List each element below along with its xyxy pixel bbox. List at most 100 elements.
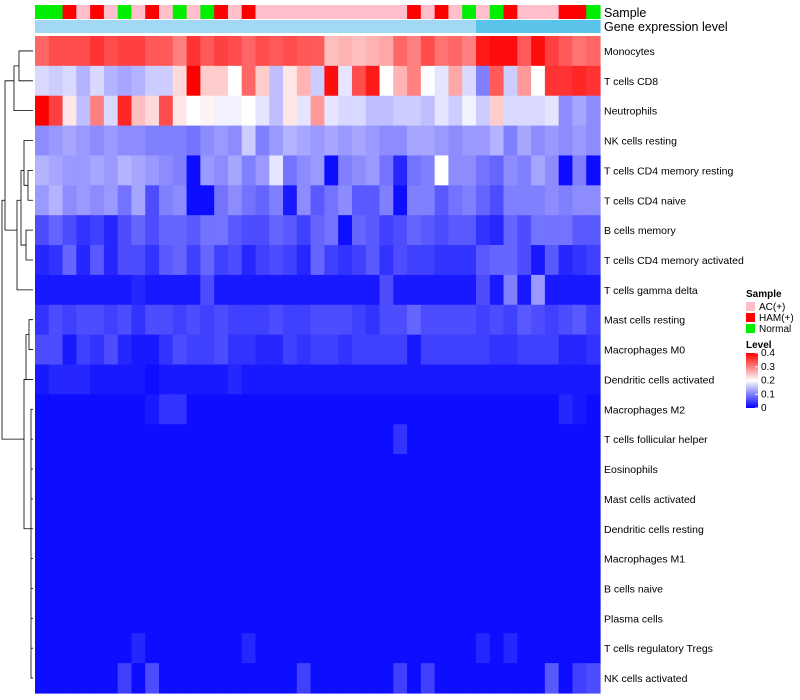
heatmap-cell bbox=[159, 95, 174, 127]
heatmap-cell bbox=[310, 663, 325, 694]
dendrogram-branch bbox=[30, 408, 33, 679]
heatmap-cell bbox=[255, 603, 270, 634]
heatmap-cell bbox=[338, 663, 353, 694]
sample-annotation-cell bbox=[586, 5, 601, 19]
heatmap-cell bbox=[214, 155, 229, 186]
heatmap-cell bbox=[200, 334, 215, 366]
heatmap-cell bbox=[393, 65, 408, 97]
heatmap-cell bbox=[338, 633, 353, 664]
heatmap-cell bbox=[269, 95, 284, 127]
heatmap-cell bbox=[227, 125, 243, 157]
heatmap-cell bbox=[351, 125, 367, 157]
heatmap-cell bbox=[544, 304, 560, 336]
heatmap-cell bbox=[310, 215, 325, 246]
heatmap-cell bbox=[62, 185, 77, 216]
heatmap-cell bbox=[131, 394, 146, 425]
heatmap-cell bbox=[420, 125, 436, 157]
heatmap-cell bbox=[90, 185, 105, 216]
sample-legend: Sample AC(+) HAM(+) Normal bbox=[746, 289, 794, 335]
heatmap-cell bbox=[393, 394, 408, 425]
heatmap-cell bbox=[544, 95, 560, 127]
heatmap-cell bbox=[255, 215, 270, 246]
heatmap-cell bbox=[365, 125, 381, 157]
gene-level-annotation-cell bbox=[159, 20, 174, 33]
heatmap-cell bbox=[365, 394, 381, 425]
heatmap-cell bbox=[586, 603, 601, 634]
heatmap-cell bbox=[531, 155, 546, 186]
heatmap-cell bbox=[324, 155, 339, 186]
heatmap-cell bbox=[393, 155, 408, 186]
heatmap-cell bbox=[62, 424, 77, 455]
heatmap-cell bbox=[200, 513, 215, 545]
heatmap-cell bbox=[489, 454, 505, 485]
sample-annotation-cell bbox=[227, 5, 243, 19]
heatmap-cell bbox=[241, 185, 257, 216]
heatmap-cell bbox=[90, 454, 105, 485]
heatmap-cell bbox=[283, 364, 298, 395]
sample-annotation-cell bbox=[338, 5, 353, 19]
heatmap-cell bbox=[214, 483, 229, 515]
sample-annotation-bar bbox=[35, 5, 601, 19]
gene-level-annotation-cell bbox=[544, 20, 560, 33]
row-label: Eosinophils bbox=[604, 464, 658, 476]
heatmap-cell bbox=[544, 334, 560, 366]
heatmap-cell bbox=[117, 125, 133, 157]
heatmap-cell bbox=[324, 424, 339, 455]
heatmap-cell bbox=[572, 125, 587, 157]
heatmap-cell bbox=[558, 573, 574, 605]
heatmap-cell bbox=[283, 185, 298, 216]
heatmap-cell bbox=[76, 274, 91, 306]
heatmap-cell bbox=[503, 663, 518, 694]
heatmap-cell bbox=[338, 65, 353, 97]
heatmap-cell bbox=[159, 483, 174, 515]
heatmap-cell bbox=[227, 454, 243, 485]
heatmap-cell bbox=[489, 215, 505, 246]
heatmap-cell bbox=[186, 513, 201, 545]
gene-level-annotation-cell bbox=[172, 20, 188, 33]
heatmap-cell bbox=[296, 95, 312, 127]
sample-annotation-cell bbox=[255, 5, 270, 19]
heatmap-cell bbox=[503, 125, 518, 157]
heatmap-cell bbox=[76, 603, 91, 634]
heatmap-cell bbox=[76, 424, 91, 455]
heatmap-cell bbox=[241, 245, 257, 276]
heatmap-cell bbox=[351, 603, 367, 634]
heatmap-cell bbox=[255, 394, 270, 425]
heatmap-cell bbox=[269, 603, 284, 634]
sample-annotation-cell bbox=[434, 5, 450, 19]
heatmap-cell bbox=[186, 573, 201, 605]
heatmap-cell bbox=[48, 155, 64, 186]
heatmap-cell bbox=[572, 304, 587, 336]
heatmap-cell bbox=[462, 663, 477, 694]
heatmap-cell bbox=[227, 424, 243, 455]
row-label: Mast cells activated bbox=[604, 494, 696, 506]
heatmap-cell bbox=[145, 65, 160, 97]
sample-annotation-cell bbox=[365, 5, 381, 19]
sample-annotation-cell bbox=[159, 5, 174, 19]
heatmap-cell bbox=[420, 95, 436, 127]
heatmap-cell bbox=[338, 364, 353, 395]
heatmap-cell bbox=[172, 633, 188, 664]
heatmap-cell bbox=[255, 245, 270, 276]
heatmap-cell bbox=[503, 483, 518, 515]
heatmap-cell bbox=[283, 125, 298, 157]
heatmap-cell bbox=[586, 394, 601, 425]
heatmap-cell bbox=[76, 394, 91, 425]
heatmap-cell bbox=[517, 274, 532, 306]
heatmap-cell bbox=[393, 573, 408, 605]
sample-annotation-cell bbox=[269, 5, 284, 19]
heatmap-cell bbox=[434, 633, 450, 664]
heatmap-cell bbox=[586, 125, 601, 157]
heatmap-cell bbox=[90, 483, 105, 515]
heatmap-cell bbox=[227, 573, 243, 605]
heatmap-cell bbox=[420, 633, 436, 664]
heatmap-cell bbox=[531, 245, 546, 276]
heatmap-cell bbox=[407, 65, 422, 97]
sample-annotation-cell bbox=[186, 5, 201, 19]
heatmap-cell bbox=[310, 543, 325, 575]
heatmap-cell bbox=[379, 125, 394, 157]
row-label: Plasma cells bbox=[604, 613, 663, 625]
heatmap-cell bbox=[159, 394, 174, 425]
heatmap-cell bbox=[489, 483, 505, 515]
heatmap-cell bbox=[35, 483, 50, 515]
